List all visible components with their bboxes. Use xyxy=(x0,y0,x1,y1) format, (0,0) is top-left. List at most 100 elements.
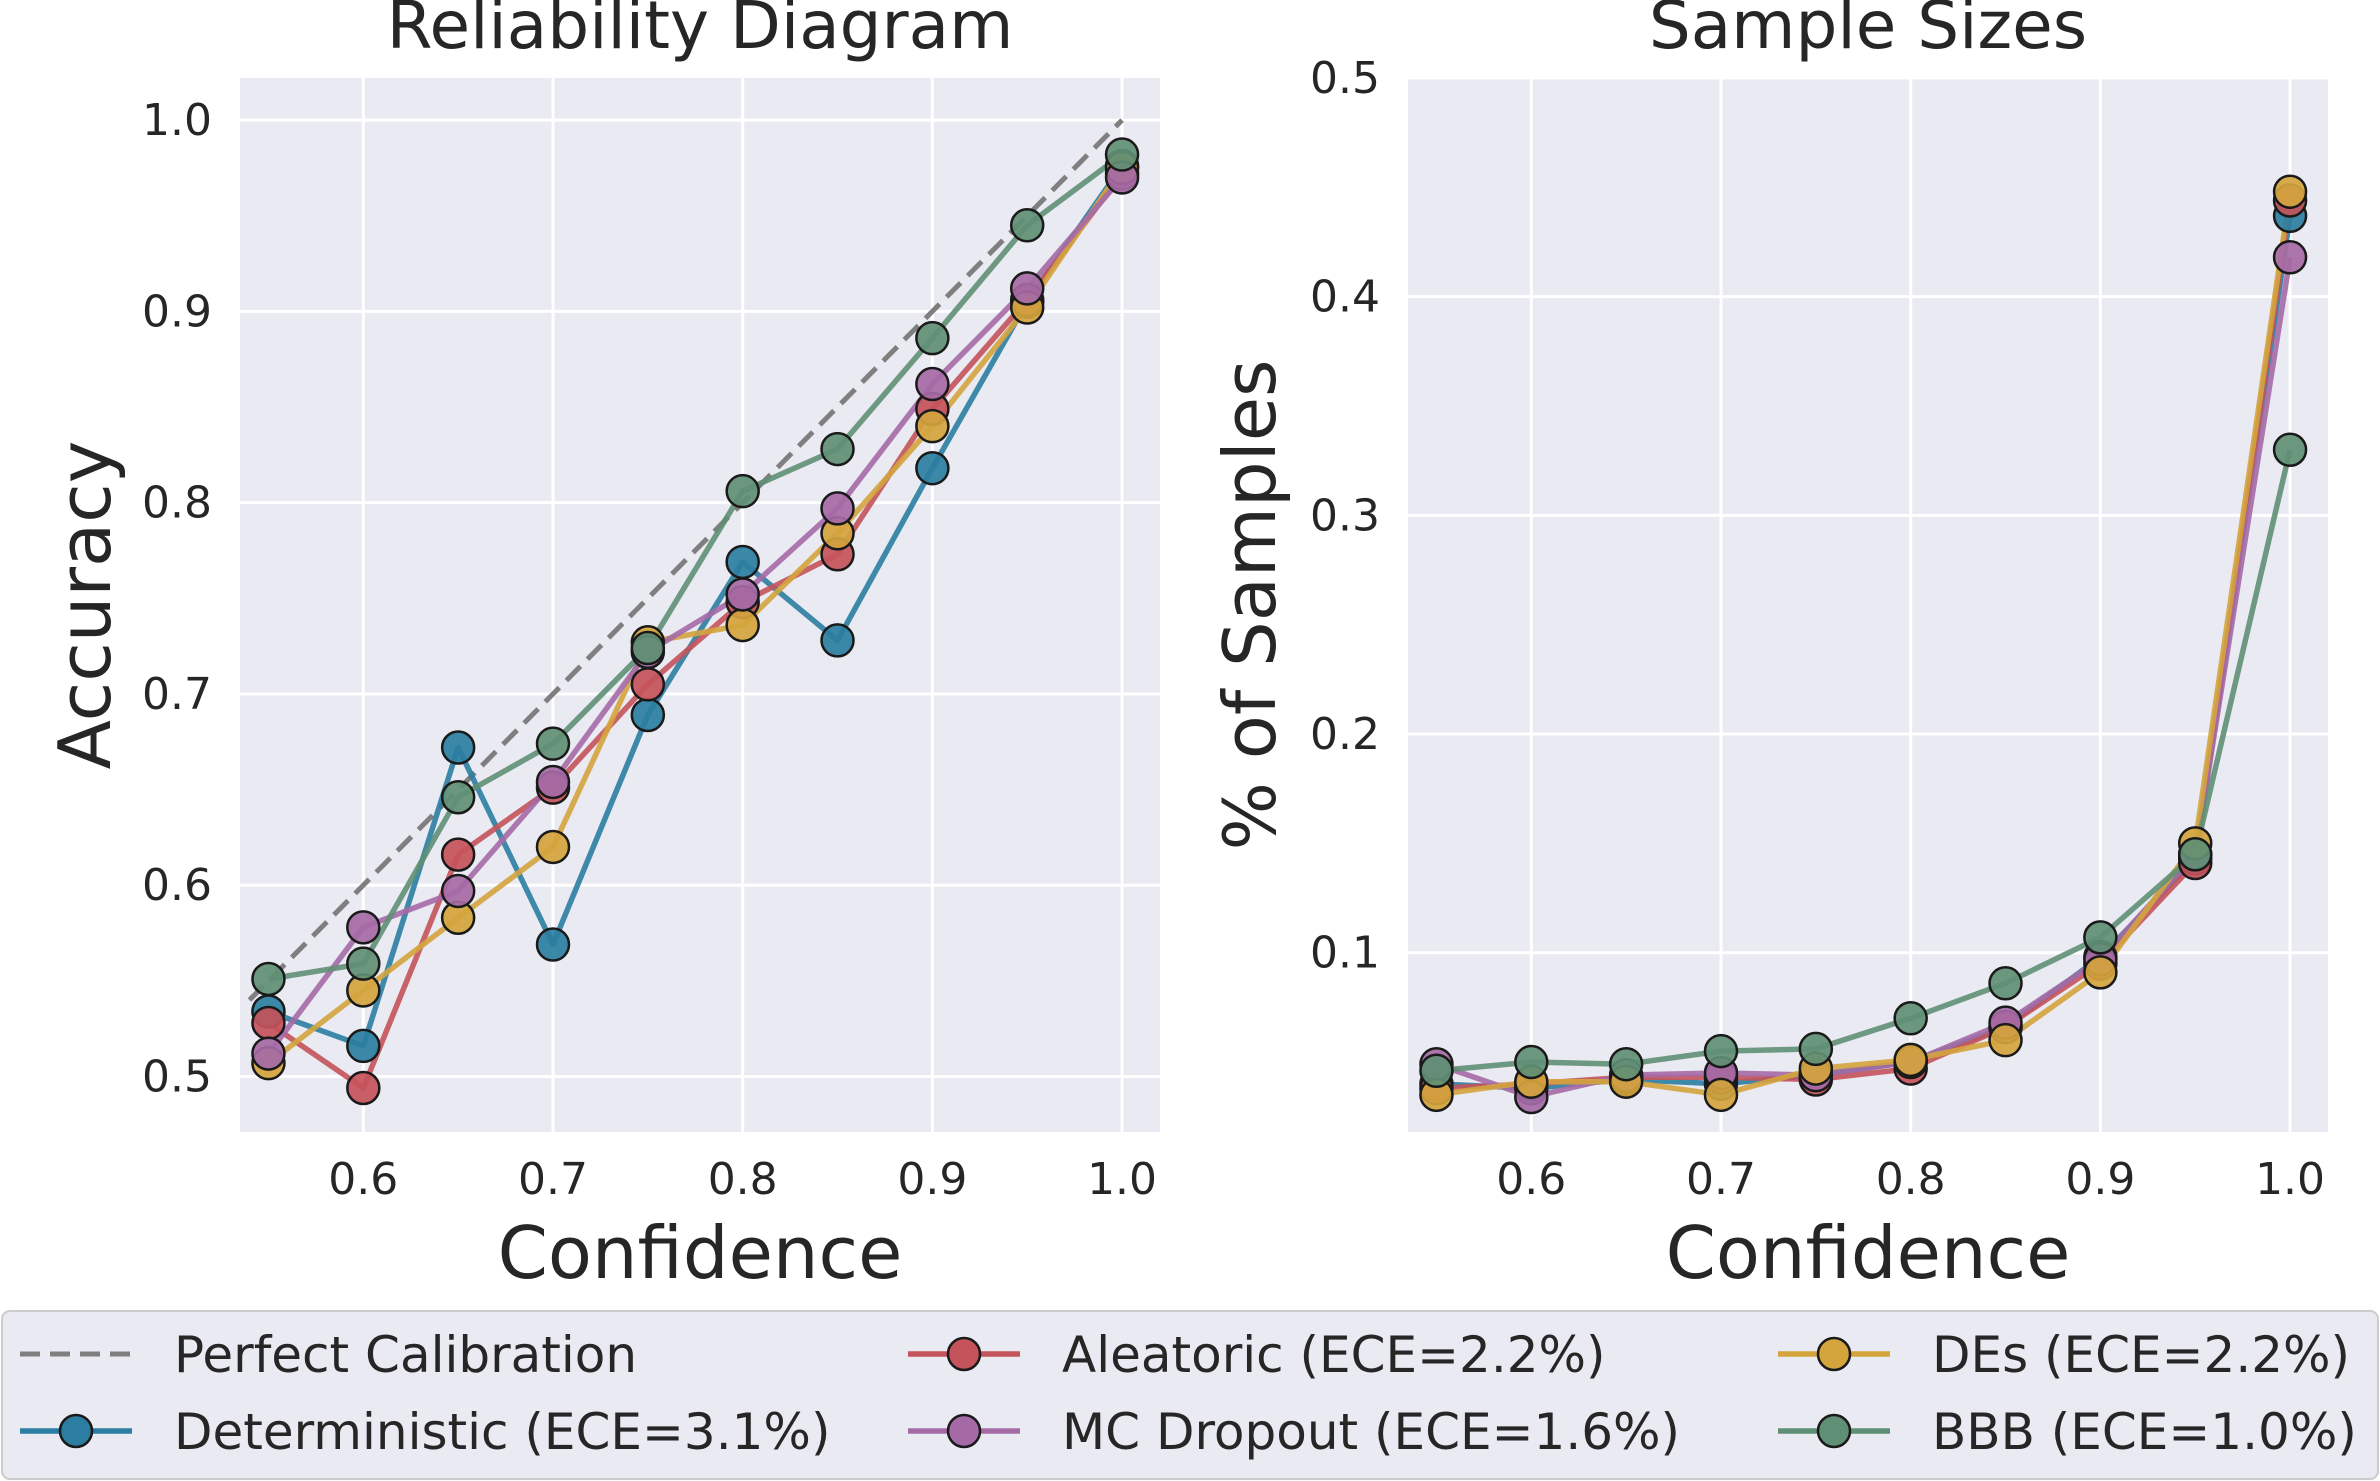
sample-sizes-point-mc-dropout xyxy=(2272,240,2308,275)
sample-sizes-point-des xyxy=(2083,955,2118,990)
legend-swatch-aleatoric-ece-2-2 xyxy=(908,1336,1020,1372)
reliability-point-deterministic xyxy=(915,450,950,486)
legend-swatch-marker xyxy=(1816,1336,1852,1372)
sample-sizes-point-bbb xyxy=(1893,1001,1928,1036)
reliability-diagram-panel: 0.6 0.7 0.8 0.9 1.0 0.5 0.6 0.7 0.8 0.9 1.0 Reliab… xyxy=(43,0,1160,1295)
sample-sizes-point-des xyxy=(1988,1022,2023,1058)
reliability-x-tick-label: 0.6 xyxy=(328,1154,398,1205)
sample-sizes-point-bbb xyxy=(1988,966,2023,1001)
sample-sizes-series-line-des xyxy=(1436,191,2293,1098)
sample-sizes-y-axis-label: % of Samples xyxy=(1208,359,1292,850)
sample-sizes-x-tick-label: 1.0 xyxy=(2255,1154,2325,1205)
legend-label: BBB (ECE=1.0%) xyxy=(1932,1403,2357,1461)
reliability-data-layer xyxy=(247,118,1140,1106)
legend-swatch-marker xyxy=(946,1413,982,1449)
reliability-point-mc-dropout xyxy=(346,910,381,945)
sample-sizes-point-bbb xyxy=(1608,1046,1644,1082)
perfect-calibration-line xyxy=(247,118,1124,1002)
reliability-point-deterministic xyxy=(725,544,760,580)
legend-swatch-marker xyxy=(58,1413,94,1449)
sample-sizes-point-bbb xyxy=(2177,837,2213,872)
reliability-point-deterministic xyxy=(346,1028,381,1064)
reliability-y-tick-label: 0.6 xyxy=(142,860,212,911)
reliability-point-bbb xyxy=(346,946,381,981)
reliability-point-bbb xyxy=(251,961,286,997)
sample-sizes-y-tick-label: 0.1 xyxy=(1310,928,1380,979)
sample-sizes-point-bbb xyxy=(1514,1044,1549,1080)
reliability-point-aleatoric xyxy=(251,1005,286,1041)
sample-sizes-point-des xyxy=(2272,174,2308,209)
sample-sizes-point-bbb xyxy=(1703,1033,1739,1069)
reliability-point-mc-dropout xyxy=(1009,271,1045,306)
sample-sizes-x-tick-label: 0.7 xyxy=(1686,1154,1756,1205)
reliability-series-line-des xyxy=(266,166,1125,1066)
sample-sizes-y-tick-label: 0.2 xyxy=(1310,709,1380,760)
reliability-point-mc-dropout xyxy=(725,577,760,612)
sample-sizes-y-tick-label: 0.5 xyxy=(1310,53,1380,104)
reliability-x-tick-label: 0.7 xyxy=(518,1154,588,1205)
sample-sizes-axes-background xyxy=(1408,78,2328,1132)
sample-sizes-x-tick-label: 0.6 xyxy=(1496,1154,1566,1205)
reliability-x-tick-label: 0.9 xyxy=(897,1154,967,1205)
sample-sizes-panel: 0.6 0.7 0.8 0.9 1.0 0.1 0.2 0.3 0.4 0.5 Sample Si… xyxy=(1208,0,2328,1295)
reliability-point-bbb xyxy=(630,630,666,666)
reliability-point-deterministic xyxy=(535,927,571,962)
reliability-point-aleatoric xyxy=(440,837,476,872)
reliability-point-bbb xyxy=(440,779,476,815)
reliability-point-mc-dropout xyxy=(251,1036,286,1071)
legend-swatch-des-ece-2-2 xyxy=(1778,1336,1890,1372)
sample-sizes-series-line-bbb xyxy=(1436,449,2293,1074)
legend-items: Perfect Calibration Deterministic (ECE=3.… xyxy=(20,1326,2357,1461)
sample-sizes-data-layer xyxy=(1419,174,2308,1115)
reliability-tick-labels: 0.6 0.7 0.8 0.9 1.0 0.5 0.6 0.7 0.8 0.9 1.0 xyxy=(142,95,1157,1205)
sample-sizes-x-axis-label: Confidence xyxy=(1666,1211,2071,1295)
reliability-x-axis-label: Confidence xyxy=(498,1211,903,1295)
sample-sizes-x-tick-label: 0.8 xyxy=(1876,1154,1946,1205)
reliability-point-mc-dropout xyxy=(440,873,476,909)
reliability-series-line-mc-dropout xyxy=(266,175,1125,1056)
reliability-point-deterministic xyxy=(630,697,666,733)
legend-label: Aleatoric (ECE=2.2%) xyxy=(1062,1326,1606,1384)
reliability-point-des xyxy=(535,829,571,865)
reliability-x-tick-label: 0.8 xyxy=(708,1154,778,1205)
sample-sizes-point-bbb xyxy=(1419,1053,1454,1089)
reliability-point-bbb xyxy=(915,320,950,356)
legend-swatch-mc-dropout-ece-1-6 xyxy=(908,1413,1020,1449)
reliability-point-deterministic xyxy=(440,730,476,765)
legend-swatch-marker xyxy=(1816,1413,1852,1449)
sample-sizes-y-tick-label: 0.3 xyxy=(1310,490,1380,541)
sample-sizes-point-des xyxy=(1703,1077,1739,1113)
reliability-y-tick-label: 1.0 xyxy=(142,95,212,146)
reliability-point-mc-dropout xyxy=(820,491,855,526)
reliability-series-line-aleatoric xyxy=(266,171,1125,1091)
legend-label: MC Dropout (ECE=1.6%) xyxy=(1062,1403,1680,1461)
reliability-y-tick-label: 0.8 xyxy=(142,478,212,529)
legend-label: Deterministic (ECE=3.1%) xyxy=(174,1403,830,1461)
reliability-point-mc-dropout xyxy=(915,366,950,402)
sample-sizes-y-tick-label: 0.4 xyxy=(1310,272,1380,323)
reliability-point-bbb xyxy=(1009,208,1045,243)
reliability-y-axis-label: Accuracy xyxy=(43,441,127,770)
sample-sizes-point-bbb xyxy=(2083,920,2118,955)
reliability-point-bbb xyxy=(1104,137,1140,172)
reliability-y-tick-label: 0.9 xyxy=(142,286,212,337)
legend-swatch-marker xyxy=(946,1336,982,1372)
reliability-point-aleatoric xyxy=(346,1070,381,1106)
reliability-title: Reliability Diagram xyxy=(387,0,1014,64)
sample-sizes-point-bbb xyxy=(2272,432,2308,467)
reliability-point-deterministic xyxy=(820,623,855,658)
sample-sizes-point-bbb xyxy=(1798,1031,1834,1067)
sample-sizes-x-tick-label: 0.9 xyxy=(2065,1154,2135,1205)
sample-sizes-point-des xyxy=(1893,1042,1928,1078)
reliability-series-line-deterministic xyxy=(267,164,1125,1049)
sample-sizes-tick-labels: 0.6 0.7 0.8 0.9 1.0 0.1 0.2 0.3 0.4 0.5 xyxy=(1310,53,2325,1205)
legend-label: Perfect Calibration xyxy=(174,1326,637,1384)
reliability-point-des xyxy=(725,607,760,643)
reliability-point-bbb xyxy=(725,473,760,509)
legend-label: DEs (ECE=2.2%) xyxy=(1932,1326,2350,1384)
legend: Perfect Calibration Deterministic (ECE=3.… xyxy=(1,1310,2379,1480)
legend-swatch-bbb-ece-1-0 xyxy=(1778,1413,1890,1449)
reliability-point-mc-dropout xyxy=(535,764,571,800)
reliability-point-aleatoric xyxy=(630,667,666,702)
